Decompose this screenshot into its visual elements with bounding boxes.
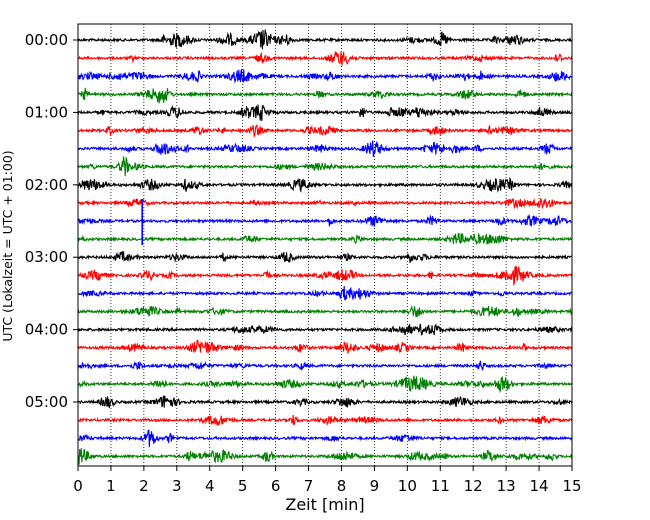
seismic-trace: [77, 197, 573, 210]
x-axis-title: Zeit [min]: [285, 495, 364, 514]
seismic-trace: [77, 395, 573, 409]
y-axis-title: UTC (Lokalzeit = UTC + 01:00): [0, 150, 15, 341]
tick-layer: 0 1 2 3 4 5 6 7 8 9 10 11 12 13 14 1500:0001:0002:0003:…: [25, 31, 582, 495]
seismic-trace: [77, 87, 573, 104]
seismic-trace: [77, 156, 573, 176]
seismic-trace: [77, 176, 573, 194]
seismic-trace: [77, 213, 573, 227]
seismic-trace: [77, 265, 573, 287]
x-tick-label: 15: [562, 477, 581, 495]
plot-frame: [77, 23, 573, 467]
y-tick-label: 05:00: [25, 393, 68, 411]
grid-layer: [110, 24, 540, 466]
seismic-trace: [77, 414, 573, 427]
y-tick-label: 04:00: [25, 321, 68, 339]
x-tick-label: 10: [398, 477, 417, 495]
x-tick-label: 8: [337, 477, 347, 495]
seismic-trace: [77, 360, 573, 371]
y-tick-label: 01:00: [25, 103, 68, 121]
seismic-trace: [77, 286, 573, 301]
x-tick-label: 1: [106, 477, 116, 495]
seismic-trace: [77, 124, 573, 137]
seismic-trace: [77, 140, 573, 157]
x-tick-label: 0: [73, 477, 83, 495]
trace-layer: [77, 29, 573, 465]
seismic-trace: [77, 305, 573, 318]
x-tick-label: 14: [530, 477, 549, 495]
seismic-trace: [77, 448, 573, 465]
y-tick-label: 02:00: [25, 176, 68, 194]
y-tick-label: 03:00: [25, 248, 68, 266]
seismic-trace: [77, 69, 573, 84]
x-tick-label: 6: [271, 477, 281, 495]
seismic-trace: [77, 104, 573, 121]
seismic-trace: [77, 51, 573, 66]
y-tick-label: 00:00: [25, 31, 68, 49]
seismic-trace: [77, 250, 573, 264]
x-tick-label: 4: [205, 477, 215, 495]
seismic-trace: [77, 232, 572, 246]
seismic-trace: [77, 429, 573, 448]
x-tick-label: 9: [370, 477, 380, 495]
x-tick-label: 2: [139, 477, 149, 495]
x-tick-label: 13: [497, 477, 516, 495]
x-tick-label: 11: [431, 477, 450, 495]
x-tick-label: 5: [238, 477, 248, 495]
x-tick-label: 12: [464, 477, 483, 495]
seismic-trace: [77, 29, 573, 50]
seismic-trace: [77, 323, 573, 336]
x-tick-label: 7: [304, 477, 314, 495]
seismic-trace: [77, 339, 573, 354]
seismic-trace: [77, 375, 573, 394]
x-tick-label: 3: [172, 477, 182, 495]
